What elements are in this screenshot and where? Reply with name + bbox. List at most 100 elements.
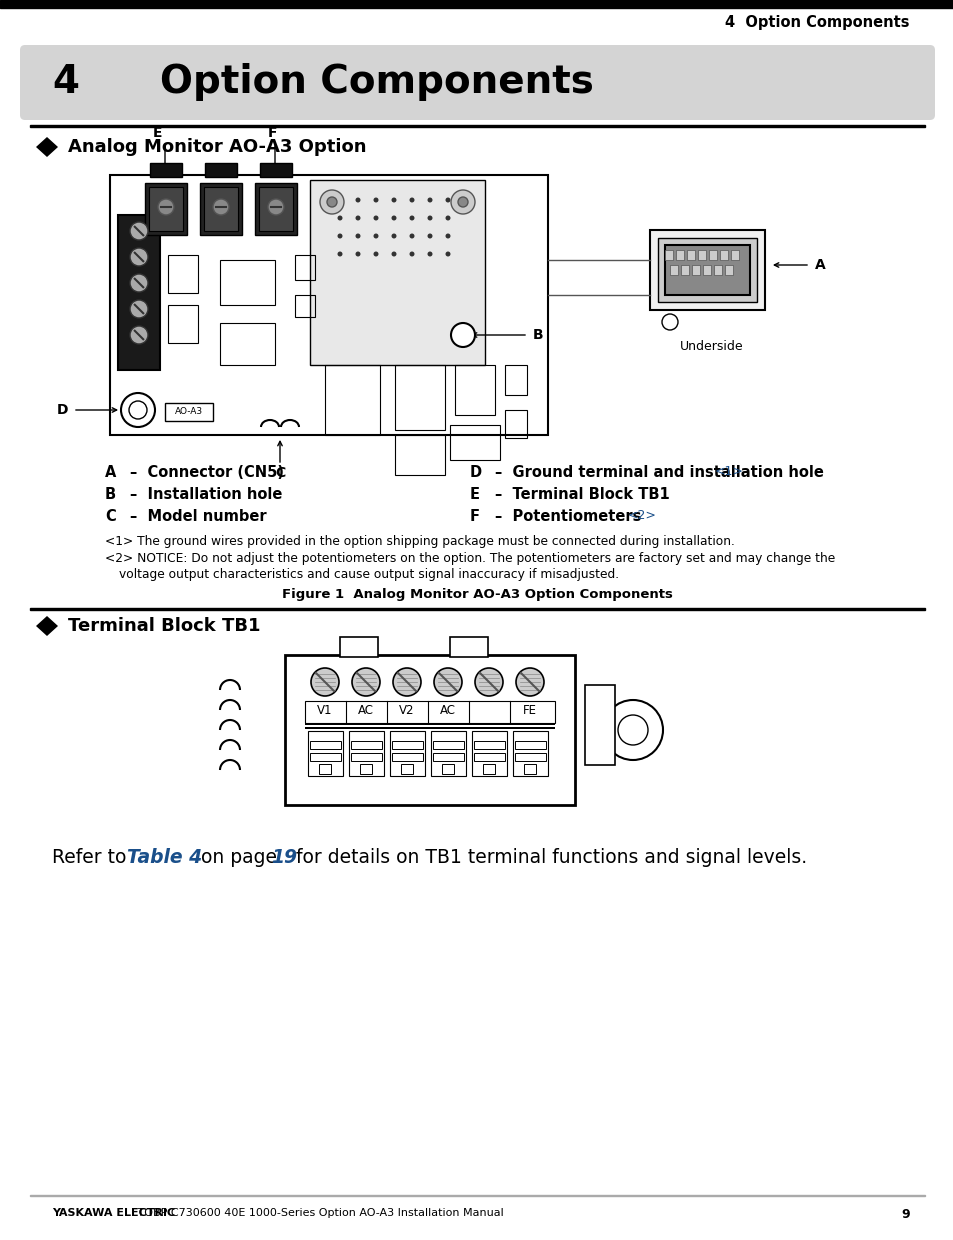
Circle shape [130, 222, 148, 241]
Circle shape [409, 216, 414, 221]
Text: –  Model number: – Model number [130, 508, 266, 525]
Circle shape [434, 668, 461, 696]
Text: F: F [470, 508, 479, 525]
Circle shape [327, 197, 336, 207]
Text: Refer to: Refer to [52, 848, 132, 867]
Circle shape [130, 300, 148, 317]
Circle shape [213, 198, 229, 215]
Circle shape [355, 233, 360, 238]
Bar [482, 764, 495, 774]
Text: D: D [470, 465, 481, 480]
Bar [691, 265, 700, 275]
Text: AC: AC [439, 704, 456, 717]
Bar [431, 732, 465, 776]
Bar [149, 187, 183, 231]
Bar [730, 250, 739, 260]
Bar [165, 403, 213, 422]
Bar [205, 162, 236, 177]
Bar [455, 365, 495, 415]
Bar [515, 742, 545, 749]
Circle shape [391, 197, 396, 202]
Text: 19: 19 [271, 848, 296, 867]
Circle shape [427, 233, 432, 238]
Text: YASKAWA ELECTRIC: YASKAWA ELECTRIC [52, 1208, 175, 1218]
Text: C: C [274, 466, 285, 480]
Circle shape [337, 233, 342, 238]
Bar [433, 742, 463, 749]
Text: <2>: <2> [627, 508, 657, 522]
Text: V1: V1 [317, 704, 333, 717]
Text: –  Ground terminal and installation hole: – Ground terminal and installation hole [495, 465, 823, 480]
Text: C: C [105, 508, 115, 525]
Circle shape [374, 216, 378, 221]
Bar [720, 250, 727, 260]
Bar [504, 410, 526, 438]
Text: Underside: Underside [679, 340, 743, 353]
Text: for details on TB1 terminal functions and signal levels.: for details on TB1 terminal functions an… [290, 848, 806, 867]
FancyBboxPatch shape [20, 45, 934, 120]
Circle shape [311, 668, 338, 696]
Text: 4  Option Components: 4 Option Components [724, 15, 909, 30]
Text: –  Installation hole: – Installation hole [130, 487, 282, 502]
Bar [504, 365, 526, 396]
Bar [523, 764, 536, 774]
Text: A: A [814, 258, 825, 272]
Bar [150, 162, 182, 177]
Text: –  Potentiometers: – Potentiometers [495, 508, 640, 525]
Bar [30, 125, 924, 126]
Circle shape [427, 216, 432, 221]
Text: B: B [105, 487, 116, 502]
Text: E: E [470, 487, 479, 502]
Text: <2> NOTICE: Do not adjust the potentiometers on the option. The potentiometers a: <2> NOTICE: Do not adjust the potentiome… [105, 552, 835, 565]
Polygon shape [36, 616, 58, 636]
Circle shape [355, 197, 360, 202]
Text: TOBP C730600 40E 1000-Series Option AO-A3 Installation Manual: TOBP C730600 40E 1000-Series Option AO-A… [134, 1208, 503, 1218]
Circle shape [337, 197, 342, 202]
Circle shape [130, 248, 148, 267]
Circle shape [475, 668, 502, 696]
Bar [664, 250, 672, 260]
Bar [441, 764, 454, 774]
Circle shape [129, 401, 147, 419]
Circle shape [427, 252, 432, 257]
Bar [168, 305, 198, 343]
Bar [395, 365, 444, 430]
Bar [220, 260, 274, 305]
Circle shape [130, 274, 148, 291]
Circle shape [427, 197, 432, 202]
Circle shape [457, 197, 468, 207]
Circle shape [661, 314, 678, 330]
Circle shape [158, 198, 173, 215]
Bar [305, 727, 555, 729]
Bar [702, 265, 710, 275]
Text: Table 4: Table 4 [127, 848, 202, 867]
Bar [318, 764, 331, 774]
Bar [680, 265, 688, 275]
Bar [145, 184, 187, 236]
Circle shape [319, 190, 344, 215]
Text: F: F [268, 126, 277, 140]
Circle shape [391, 233, 396, 238]
Text: E: E [153, 126, 163, 140]
Bar [118, 215, 160, 370]
Text: AO-A3: AO-A3 [174, 408, 203, 417]
Bar [351, 742, 381, 749]
Circle shape [409, 252, 414, 257]
Bar [713, 265, 721, 275]
Circle shape [121, 393, 154, 427]
Circle shape [393, 668, 420, 696]
Bar [649, 229, 764, 310]
Circle shape [355, 216, 360, 221]
Bar [392, 753, 422, 761]
Bar [390, 732, 424, 776]
Bar [584, 684, 615, 765]
Circle shape [516, 668, 543, 696]
Bar [472, 732, 506, 776]
Bar [392, 742, 422, 749]
Bar [433, 753, 463, 761]
Bar [310, 742, 340, 749]
Circle shape [409, 197, 414, 202]
Bar [168, 255, 198, 293]
Circle shape [352, 668, 379, 696]
Bar [351, 753, 381, 761]
